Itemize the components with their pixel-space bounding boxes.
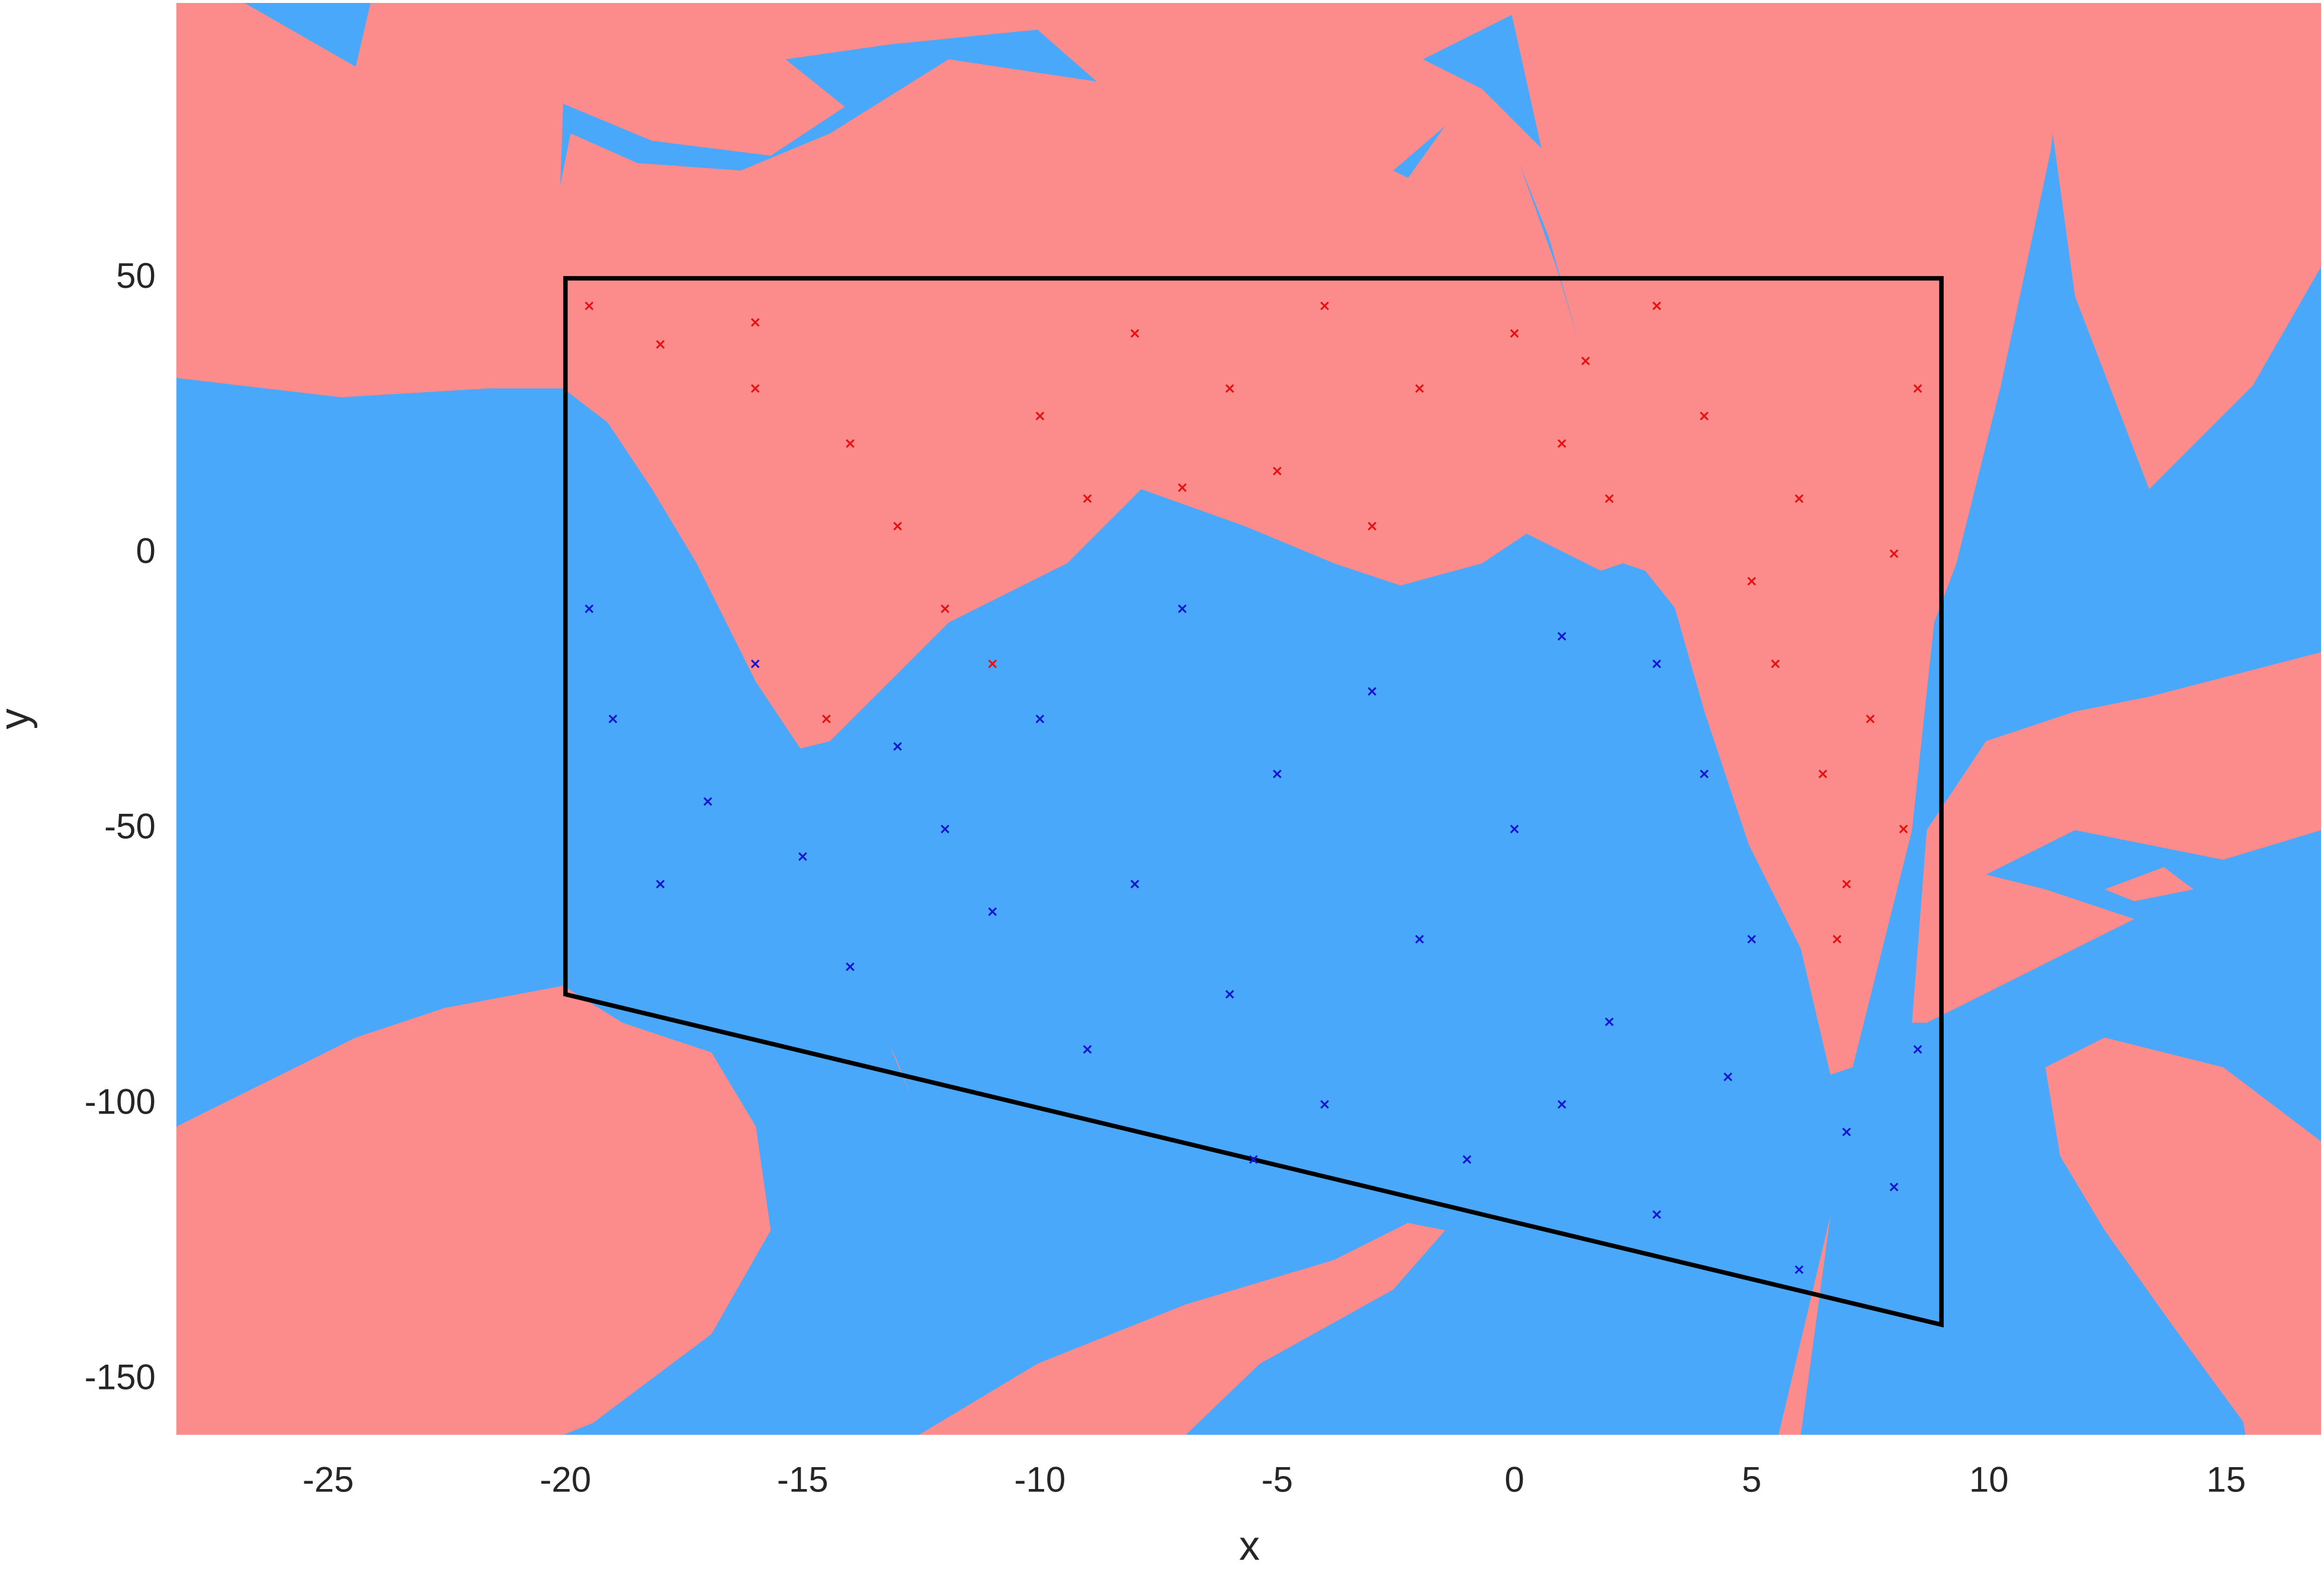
- scatter-point: [1225, 990, 1234, 999]
- scatter-point: [846, 962, 855, 971]
- scatter-point: [1035, 714, 1045, 724]
- x-tick-label: -25: [303, 1459, 354, 1499]
- y-tick-label: -100: [85, 1082, 156, 1121]
- scatter-point: [1604, 494, 1614, 503]
- scatter-point: [846, 439, 855, 448]
- scatter-point: [1035, 412, 1045, 421]
- x-tick-label: -15: [777, 1459, 829, 1499]
- scatter-point: [1842, 880, 1851, 889]
- scatter-point: [608, 714, 618, 724]
- scatter-point: [750, 659, 760, 669]
- y-tick-label: 50: [116, 256, 156, 296]
- scatter-point: [703, 797, 712, 806]
- scatter-point: [1652, 301, 1661, 310]
- scatter-point: [940, 604, 949, 614]
- scatter-point: [1557, 439, 1567, 448]
- scatter-point: [822, 714, 831, 724]
- blue-region: [244, 3, 2321, 742]
- scatter-point: [1130, 880, 1139, 889]
- scatter-point: [1913, 384, 1922, 393]
- scatter-point: [893, 742, 902, 751]
- scatter-point: [1510, 824, 1519, 834]
- scatter-point: [988, 659, 997, 669]
- scatter-point: [1510, 329, 1519, 338]
- pink-region: [176, 652, 2321, 1435]
- scatter-point: [1652, 1210, 1661, 1219]
- scatter-point: [1320, 1100, 1329, 1109]
- scatter-point: [1273, 467, 1282, 476]
- scatter-point: [1083, 1045, 1092, 1054]
- scatter-point: [1604, 1017, 1614, 1026]
- scatter-point: [750, 384, 760, 393]
- scatter-point: [750, 317, 760, 327]
- scatter-point: [1866, 714, 1875, 724]
- scatter-point: [1415, 935, 1424, 944]
- scatter-point: [1177, 604, 1187, 614]
- x-tick-label: 0: [1504, 1459, 1524, 1499]
- scatter-point: [1700, 412, 1709, 421]
- scatter-point: [656, 880, 665, 889]
- scatter-point: [1557, 1100, 1567, 1109]
- x-tick-label: -10: [1014, 1459, 1065, 1499]
- scatter-point: [798, 852, 807, 861]
- scatter-point: [585, 604, 594, 614]
- scatter-point: [1581, 357, 1590, 365]
- x-axis-label: x: [1239, 1523, 1260, 1569]
- y-tick-label: 0: [136, 531, 155, 571]
- x-tick-label: -20: [540, 1459, 591, 1499]
- scatter-point: [1818, 769, 1828, 779]
- decision-regions: [176, 3, 2321, 1435]
- scatter-point: [1795, 494, 1804, 503]
- scatter-point: [1899, 824, 1908, 834]
- scatter-point: [1747, 935, 1756, 944]
- scatter-point: [1832, 935, 1842, 944]
- scatter-point: [1771, 659, 1780, 669]
- scatter-point: [1889, 549, 1899, 559]
- domain-boundary: [563, 276, 1944, 1328]
- pink-region: [176, 3, 2321, 1075]
- scatter-point: [1130, 329, 1139, 338]
- x-tick-label: 15: [2206, 1459, 2246, 1499]
- scatter-point: [1368, 522, 1377, 531]
- scatter-point: [1273, 769, 1282, 779]
- scatter-point: [1913, 1045, 1922, 1054]
- scatter-point: [1462, 1155, 1472, 1164]
- scatter-point: [988, 907, 997, 916]
- y-tick-label: -150: [85, 1357, 156, 1397]
- x-tick-label: 5: [1742, 1459, 1761, 1499]
- x-tick-label: 10: [1969, 1459, 2009, 1499]
- scatter-point: [1889, 1182, 1899, 1192]
- scatter-point: [893, 522, 902, 531]
- scatter-point: [1557, 631, 1567, 641]
- scatter-point: [1795, 1265, 1804, 1274]
- scatter-point: [940, 824, 949, 834]
- scatter-point: [585, 301, 594, 310]
- scatter-point: [1700, 769, 1709, 779]
- scatter-point: [1652, 659, 1661, 669]
- scatter-point: [1225, 384, 1234, 393]
- scatter-point: [1842, 1127, 1851, 1137]
- scatter-point: [1723, 1072, 1732, 1082]
- y-tick-label: -50: [104, 807, 156, 846]
- scatter-point: [1368, 686, 1377, 696]
- scatter-point: [1747, 576, 1756, 586]
- y-axis-label: y: [0, 708, 38, 729]
- scatter-point: [1177, 483, 1187, 492]
- scatter-point: [1249, 1155, 1258, 1164]
- x-tick-label: -5: [1261, 1459, 1293, 1499]
- scatter-point: [1083, 494, 1092, 503]
- scatter-point: [1415, 384, 1424, 393]
- scatter-point: [656, 340, 665, 349]
- scatter-point: [1320, 301, 1329, 310]
